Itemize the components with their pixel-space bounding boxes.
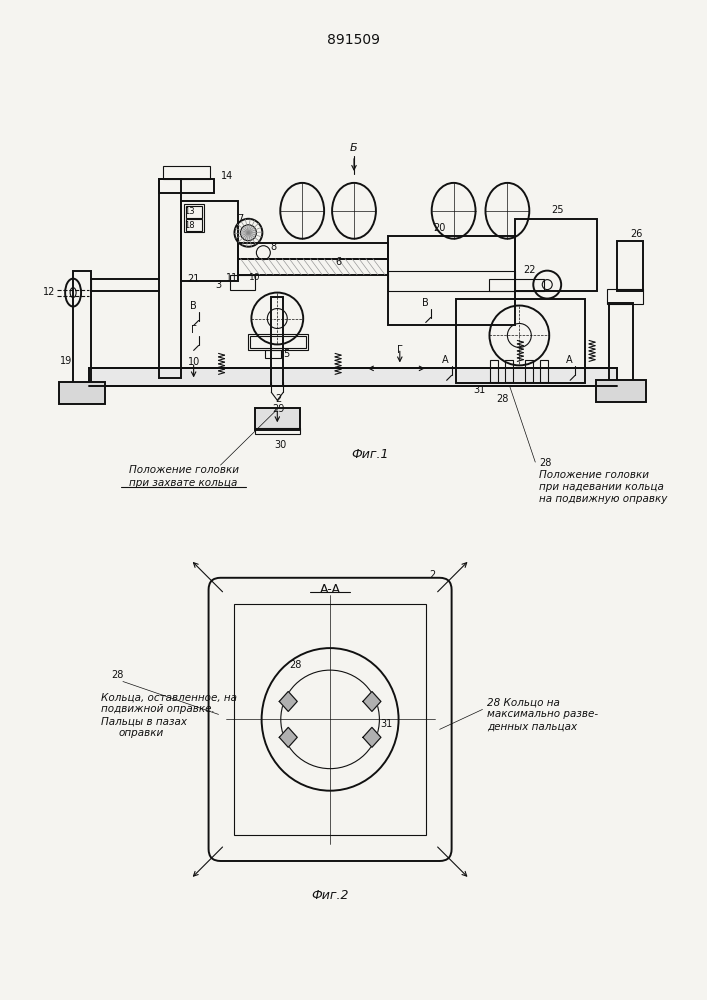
Bar [455,299,585,383]
Bar [163,166,209,179]
Bar [609,303,633,384]
Text: Фиг.1: Фиг.1 [351,448,389,461]
Bar [238,259,388,275]
Text: 28: 28 [539,458,551,468]
Text: 26: 26 [631,229,643,239]
Text: подвижной оправке.: подвижной оправке. [101,704,215,714]
Bar [159,179,181,378]
Text: максимально разве-: максимально разве- [487,709,599,719]
Text: Г: Г [191,325,197,335]
Text: 891509: 891509 [327,33,380,47]
Text: 10: 10 [187,357,200,367]
Bar [255,428,300,434]
Text: Б: Б [350,143,358,153]
Bar [388,236,515,325]
Bar [238,243,388,259]
Polygon shape [279,691,297,711]
Text: 2: 2 [430,570,436,580]
Bar [596,380,646,402]
Text: денных пальцах: денных пальцах [487,721,578,731]
Bar [265,350,281,358]
Bar [271,297,284,386]
Text: 20: 20 [433,223,446,233]
Bar [250,336,306,348]
Circle shape [240,225,257,241]
Text: на подвижную оправку: на подвижную оправку [539,494,667,504]
Text: 8: 8 [270,242,276,252]
Text: 10: 10 [249,273,260,282]
Bar [59,382,105,404]
Text: 5: 5 [284,349,290,359]
Text: 18: 18 [184,221,194,230]
Text: 19: 19 [60,356,72,366]
Text: Кольца, оставленное, на: Кольца, оставленное, на [101,692,237,702]
Bar [181,201,238,281]
Text: 7: 7 [238,214,244,224]
Bar [230,275,255,290]
Text: 13: 13 [184,207,194,216]
Text: В: В [190,301,197,311]
Bar [159,179,214,193]
Bar [540,360,548,382]
Bar [388,271,515,291]
Text: 31: 31 [380,719,392,729]
Bar [186,219,201,231]
Bar [235,604,426,835]
Text: 28: 28 [496,394,508,404]
Text: 31: 31 [474,385,486,395]
Bar [255,408,300,430]
Bar [184,204,204,232]
Bar [607,289,643,304]
Text: Положение головки: Положение головки [539,470,649,480]
Bar [489,279,544,291]
Text: А: А [443,355,449,365]
Text: 22: 22 [523,265,536,275]
Text: 29: 29 [272,404,284,414]
Text: 28: 28 [111,670,123,680]
Text: Пальцы в пазах: Пальцы в пазах [101,716,187,726]
Text: 3: 3 [216,280,221,290]
Text: 21: 21 [187,274,200,284]
Bar [248,334,308,350]
Text: А: А [566,355,573,365]
Bar [617,241,643,291]
Text: В: В [422,298,429,308]
Text: Г: Г [397,345,403,355]
Bar [491,360,498,382]
Text: 6: 6 [335,257,341,267]
Polygon shape [363,727,381,747]
Text: 11: 11 [226,273,238,283]
Bar [186,206,201,218]
Polygon shape [363,691,381,711]
Text: Положение головки: Положение головки [129,465,239,475]
Text: 12: 12 [43,287,55,297]
Bar [73,271,91,386]
Bar [89,368,617,386]
Text: при захвате кольца: при захвате кольца [129,478,238,488]
Text: 25: 25 [551,205,563,215]
Polygon shape [279,727,297,747]
Bar [506,360,513,382]
Text: оправки: оправки [119,728,164,738]
Text: при надевании кольца: при надевании кольца [539,482,664,492]
Text: A-A: A-A [320,583,341,596]
Bar [515,219,597,291]
Text: Фиг.2: Фиг.2 [311,889,349,902]
Bar [525,360,533,382]
Text: 28 Кольцо на: 28 Кольцо на [487,697,561,707]
Text: 30: 30 [274,440,286,450]
Text: 28: 28 [289,660,301,670]
Text: 14: 14 [221,171,233,181]
Text: 2: 2 [275,394,281,404]
